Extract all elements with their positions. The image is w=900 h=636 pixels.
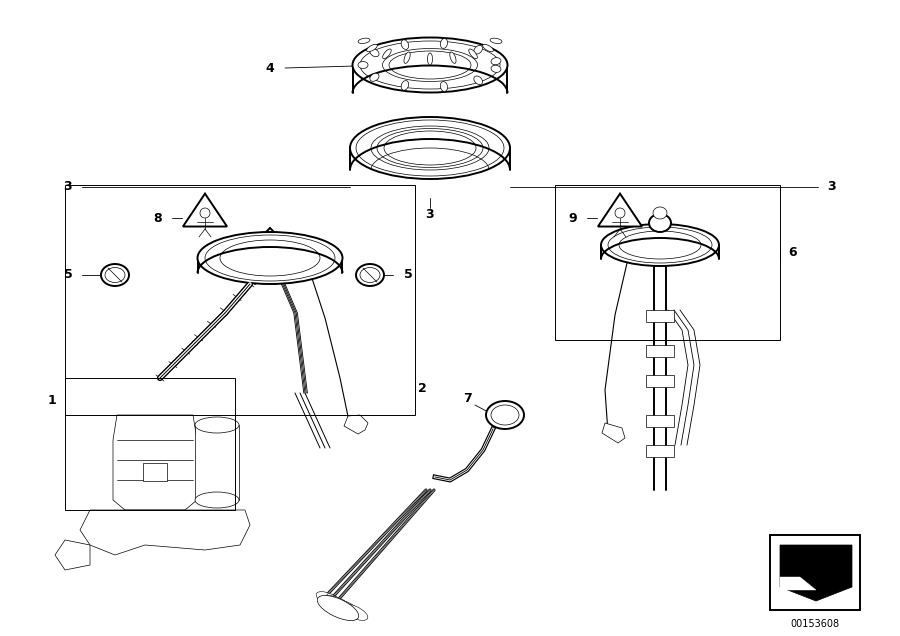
Ellipse shape xyxy=(195,417,239,433)
Ellipse shape xyxy=(356,264,384,286)
Ellipse shape xyxy=(350,117,510,179)
Polygon shape xyxy=(183,193,227,226)
Polygon shape xyxy=(80,510,250,555)
Ellipse shape xyxy=(401,40,409,50)
Ellipse shape xyxy=(491,405,519,425)
Ellipse shape xyxy=(340,604,368,620)
Polygon shape xyxy=(195,425,239,500)
Ellipse shape xyxy=(615,208,625,218)
Ellipse shape xyxy=(486,401,524,429)
Ellipse shape xyxy=(377,128,483,167)
Text: 4: 4 xyxy=(266,62,274,74)
Ellipse shape xyxy=(332,600,360,616)
Ellipse shape xyxy=(200,208,210,218)
Bar xyxy=(646,415,674,427)
Ellipse shape xyxy=(404,52,410,64)
Ellipse shape xyxy=(358,38,370,43)
Ellipse shape xyxy=(428,53,433,65)
Ellipse shape xyxy=(382,49,392,59)
Text: 8: 8 xyxy=(154,212,162,225)
Text: 5: 5 xyxy=(403,268,412,282)
Ellipse shape xyxy=(366,45,377,52)
Ellipse shape xyxy=(653,207,667,219)
Bar xyxy=(646,310,674,322)
Ellipse shape xyxy=(450,52,456,64)
Ellipse shape xyxy=(382,48,478,81)
Polygon shape xyxy=(780,545,852,601)
Text: 00153608: 00153608 xyxy=(790,619,840,629)
Ellipse shape xyxy=(316,591,344,609)
Bar xyxy=(770,535,860,610)
Text: 9: 9 xyxy=(569,212,577,225)
Ellipse shape xyxy=(370,49,379,57)
Ellipse shape xyxy=(491,58,501,65)
Polygon shape xyxy=(602,423,625,443)
Bar xyxy=(646,345,674,357)
Ellipse shape xyxy=(491,66,501,73)
Ellipse shape xyxy=(205,235,335,281)
Text: 5: 5 xyxy=(64,268,72,282)
Ellipse shape xyxy=(401,81,409,90)
Bar xyxy=(646,445,674,457)
Ellipse shape xyxy=(197,232,343,284)
Ellipse shape xyxy=(353,38,508,92)
Ellipse shape xyxy=(608,227,712,263)
Ellipse shape xyxy=(389,51,471,79)
Text: 3: 3 xyxy=(828,181,836,193)
Polygon shape xyxy=(55,540,90,570)
Ellipse shape xyxy=(601,224,719,266)
Bar xyxy=(646,375,674,387)
Ellipse shape xyxy=(318,595,359,621)
Bar xyxy=(143,463,167,481)
Ellipse shape xyxy=(220,240,320,276)
Ellipse shape xyxy=(195,492,239,508)
Ellipse shape xyxy=(649,214,671,232)
Ellipse shape xyxy=(440,39,447,48)
Ellipse shape xyxy=(371,126,489,170)
Text: 2: 2 xyxy=(418,382,427,394)
Ellipse shape xyxy=(440,81,447,92)
Polygon shape xyxy=(780,577,816,590)
Ellipse shape xyxy=(474,76,482,85)
Ellipse shape xyxy=(482,45,493,52)
Text: 7: 7 xyxy=(464,392,472,404)
Ellipse shape xyxy=(356,120,504,176)
Ellipse shape xyxy=(384,131,476,165)
Ellipse shape xyxy=(360,268,380,282)
Ellipse shape xyxy=(360,41,500,89)
Ellipse shape xyxy=(469,49,477,59)
Ellipse shape xyxy=(370,73,379,81)
Ellipse shape xyxy=(474,45,482,54)
Text: 3: 3 xyxy=(426,209,435,221)
Ellipse shape xyxy=(491,38,502,43)
Polygon shape xyxy=(598,193,642,226)
Ellipse shape xyxy=(324,596,352,612)
Bar xyxy=(555,185,780,340)
Bar xyxy=(65,378,235,510)
Ellipse shape xyxy=(101,264,129,286)
Polygon shape xyxy=(344,415,368,434)
Text: 6: 6 xyxy=(788,247,797,259)
Ellipse shape xyxy=(105,268,125,282)
Polygon shape xyxy=(113,415,197,510)
Ellipse shape xyxy=(619,231,701,259)
Ellipse shape xyxy=(358,62,368,69)
Bar xyxy=(65,185,415,415)
Text: 1: 1 xyxy=(48,394,57,406)
Text: 3: 3 xyxy=(64,181,72,193)
